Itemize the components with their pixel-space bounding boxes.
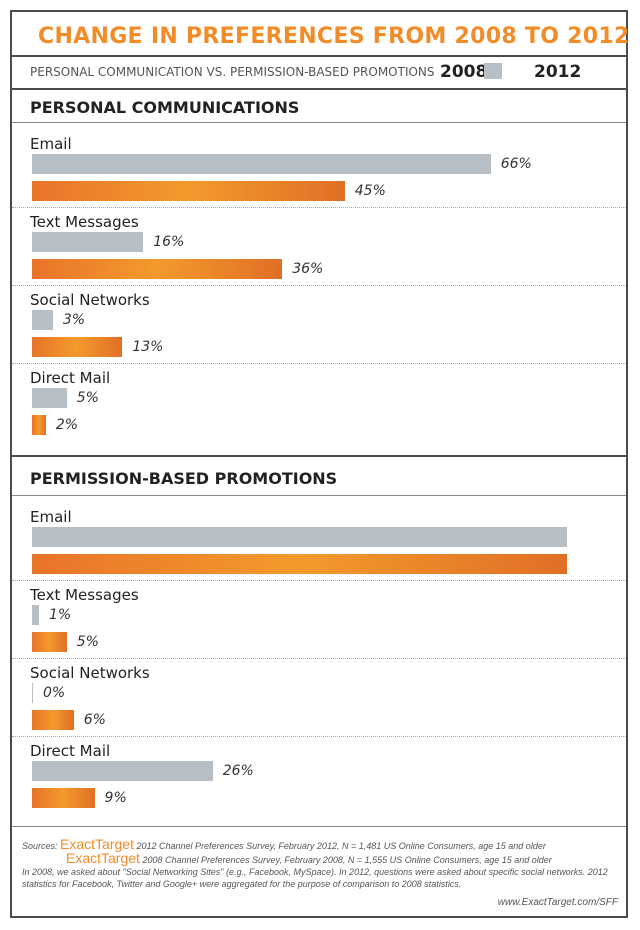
category-label: Email <box>30 135 72 153</box>
footer-note: In 2008, we asked about "Social Networki… <box>22 867 608 889</box>
bar-2008 <box>32 232 144 252</box>
divider-personal <box>12 122 626 123</box>
group-separator <box>12 207 626 208</box>
group-separator <box>12 285 626 286</box>
legend-2008-label: 2008 <box>440 62 488 82</box>
bar-2008 <box>32 388 67 408</box>
bar-2008 <box>32 761 213 781</box>
data-label: 13% <box>132 339 164 355</box>
data-label: 1% <box>48 607 72 623</box>
bar-2012 <box>32 337 123 357</box>
bar-2008 <box>32 605 39 625</box>
section-title-personal: PERSONAL COMMUNICATIONS <box>30 98 300 117</box>
bar-2012 <box>32 788 95 808</box>
divider-top <box>12 55 626 57</box>
legend-2012-label: 2012 <box>534 62 582 82</box>
group-separator <box>12 658 626 659</box>
category-label: Text Messages <box>30 213 139 231</box>
bar-2012 <box>32 415 46 435</box>
data-label: 45% <box>354 183 386 199</box>
divider-permission <box>12 495 626 496</box>
data-label: 6% <box>83 712 106 728</box>
divider-sub <box>12 88 626 90</box>
group-separator <box>12 736 626 737</box>
page-title: CHANGE IN PREFERENCES FROM 2008 TO 2012 <box>38 24 630 49</box>
source-line-2012: 2012 Channel Preferences Survey, Februar… <box>136 841 546 851</box>
bar-2008 <box>32 683 33 703</box>
data-label: 66% <box>500 156 532 172</box>
group-separator <box>12 580 626 581</box>
brand-logo: ExactTarget <box>66 850 140 866</box>
bar-2008 <box>32 154 491 174</box>
source-line-2008: 2008 Channel Preferences Survey, Februar… <box>142 855 552 865</box>
bar-2008 <box>32 527 568 547</box>
data-label: 5% <box>76 634 99 650</box>
data-label: 16% <box>153 234 185 250</box>
brand-logo: ExactTarget <box>60 836 134 852</box>
category-label: Direct Mail <box>30 742 111 760</box>
category-label: Email <box>30 508 72 526</box>
bar-2012 <box>32 554 568 574</box>
category-label: Social Networks <box>30 664 150 682</box>
data-label: 3% <box>62 312 86 328</box>
data-label: 9% <box>104 790 127 806</box>
footer-url[interactable]: www.ExactTarget.com/SFF <box>497 897 618 908</box>
category-label: Text Messages <box>30 586 139 604</box>
category-label: Direct Mail <box>30 369 111 387</box>
divider-footer <box>12 826 626 827</box>
bar-2012 <box>32 632 67 652</box>
bar-2012 <box>32 710 74 730</box>
data-label: 26% <box>222 763 254 779</box>
group-separator <box>12 363 626 364</box>
footer-sources: Sources: ExactTarget 2012 Channel Prefer… <box>22 836 622 890</box>
bar-2008 <box>32 310 53 330</box>
bar-2012 <box>32 259 283 279</box>
data-label: 5% <box>76 390 99 406</box>
subtitle: PERSONAL COMMUNICATION VS. PERMISSION-BA… <box>30 65 435 79</box>
bar-2012 <box>32 181 345 201</box>
data-label: 2% <box>55 417 79 433</box>
section-title-permission: PERMISSION-BASED PROMOTIONS <box>30 469 338 488</box>
legend-2008-swatch <box>484 63 502 79</box>
divider-mid <box>12 455 626 457</box>
category-label: Social Networks <box>30 291 150 309</box>
infographic-card <box>10 10 628 918</box>
data-label: 36% <box>292 261 324 277</box>
data-label: 0% <box>43 685 66 701</box>
sources-label: Sources: <box>22 841 58 851</box>
